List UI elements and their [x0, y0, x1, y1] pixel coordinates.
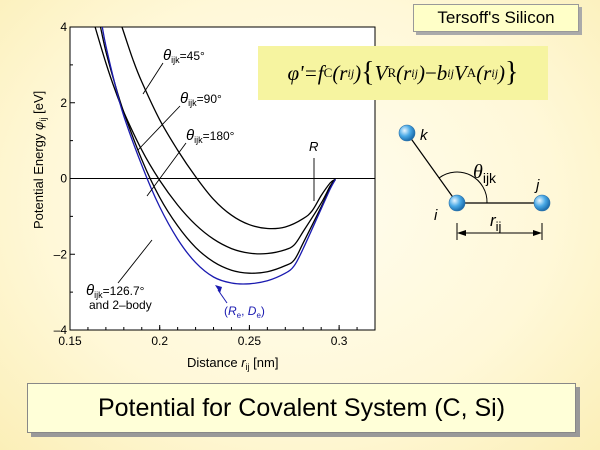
formula-eq: =	[303, 60, 318, 85]
series-line-0	[121, 27, 336, 230]
leader-90	[137, 105, 181, 151]
axis-ticks: 0.15 0.2 0.25 0.3 4 2 0 –2 –4	[54, 20, 358, 348]
label-theta-ijk: θijk	[473, 161, 497, 186]
leader-126	[117, 239, 153, 284]
formula-phi: φ'	[287, 60, 304, 85]
leader-45	[142, 62, 164, 95]
formula-ij-3: ij	[491, 65, 499, 80]
atom-k	[398, 124, 416, 142]
dim-arrow-left	[457, 230, 466, 236]
label-two-body: and 2–body	[89, 298, 152, 312]
formula-b-sub: ij	[447, 65, 454, 80]
formula-brace-open: {	[361, 57, 375, 88]
y-tick-label: 2	[60, 96, 67, 110]
atom-j	[533, 194, 551, 212]
x-tick-label: 0.2	[151, 334, 168, 348]
x-tick-label: 0.3	[331, 334, 348, 348]
label-theta-45: θijk=45°	[163, 47, 205, 65]
formula-rij-3: (r	[476, 60, 492, 85]
bond-diagram: k i j θijk rij	[398, 124, 551, 240]
label-k: k	[420, 127, 429, 144]
formula-fc: f	[317, 60, 324, 85]
angle-arc	[438, 171, 488, 204]
formula-close-2: )	[417, 60, 425, 85]
slide-title: Potential for Covalent System (C, Si)	[27, 383, 576, 433]
series-line-2	[99, 27, 337, 274]
label-theta-126: θijk=126.7°	[86, 282, 145, 300]
formula-b: b	[436, 60, 448, 85]
formula-brace-close: }	[505, 57, 519, 88]
formula-vr-sub: R	[387, 65, 397, 80]
y-tick-label: –4	[54, 323, 68, 337]
series-line-3	[101, 27, 337, 285]
label-rij: rij	[490, 211, 502, 234]
bond-ki	[406, 132, 458, 204]
formula-ij-1: ij	[347, 65, 355, 80]
formula-minus: −	[424, 60, 437, 85]
formula-v-r: V	[374, 60, 388, 85]
formula-rij-2: (r	[396, 60, 412, 85]
material-label: Tersoff's Silicon	[413, 4, 579, 32]
label-R: R	[309, 139, 318, 154]
label-theta-90: θijk=90°	[180, 90, 222, 108]
label-i: i	[434, 207, 438, 224]
y-axis-label: Potential Energy φij [eV]	[31, 91, 48, 229]
label-theta-180: θijk=180°	[186, 127, 235, 145]
atom-i	[448, 194, 466, 212]
formula-v-a: V	[453, 60, 467, 85]
leader-180	[146, 142, 187, 197]
y-tick-label: 4	[60, 20, 67, 34]
x-tick-label: 0.15	[58, 334, 82, 348]
label-re-de: (Re, De)	[224, 304, 265, 320]
dim-arrow-right	[533, 230, 542, 236]
x-tick-label: 0.25	[238, 334, 262, 348]
y-tick-label: –2	[54, 247, 68, 261]
label-j: j	[534, 177, 540, 194]
arrowhead-re-de	[215, 285, 222, 293]
curve-group	[94, 27, 337, 285]
x-axis-label: Distance rij [nm]	[187, 355, 278, 372]
formula-fc-sub: C	[323, 65, 333, 80]
y-tick-label: 0	[60, 172, 67, 186]
formula-ij-2: ij	[411, 65, 418, 80]
formula-rij-1: (r	[332, 60, 348, 85]
formula-close-1: )	[354, 60, 362, 85]
formula-va-sub: A	[466, 65, 477, 80]
formula-close-3: )	[498, 60, 506, 85]
